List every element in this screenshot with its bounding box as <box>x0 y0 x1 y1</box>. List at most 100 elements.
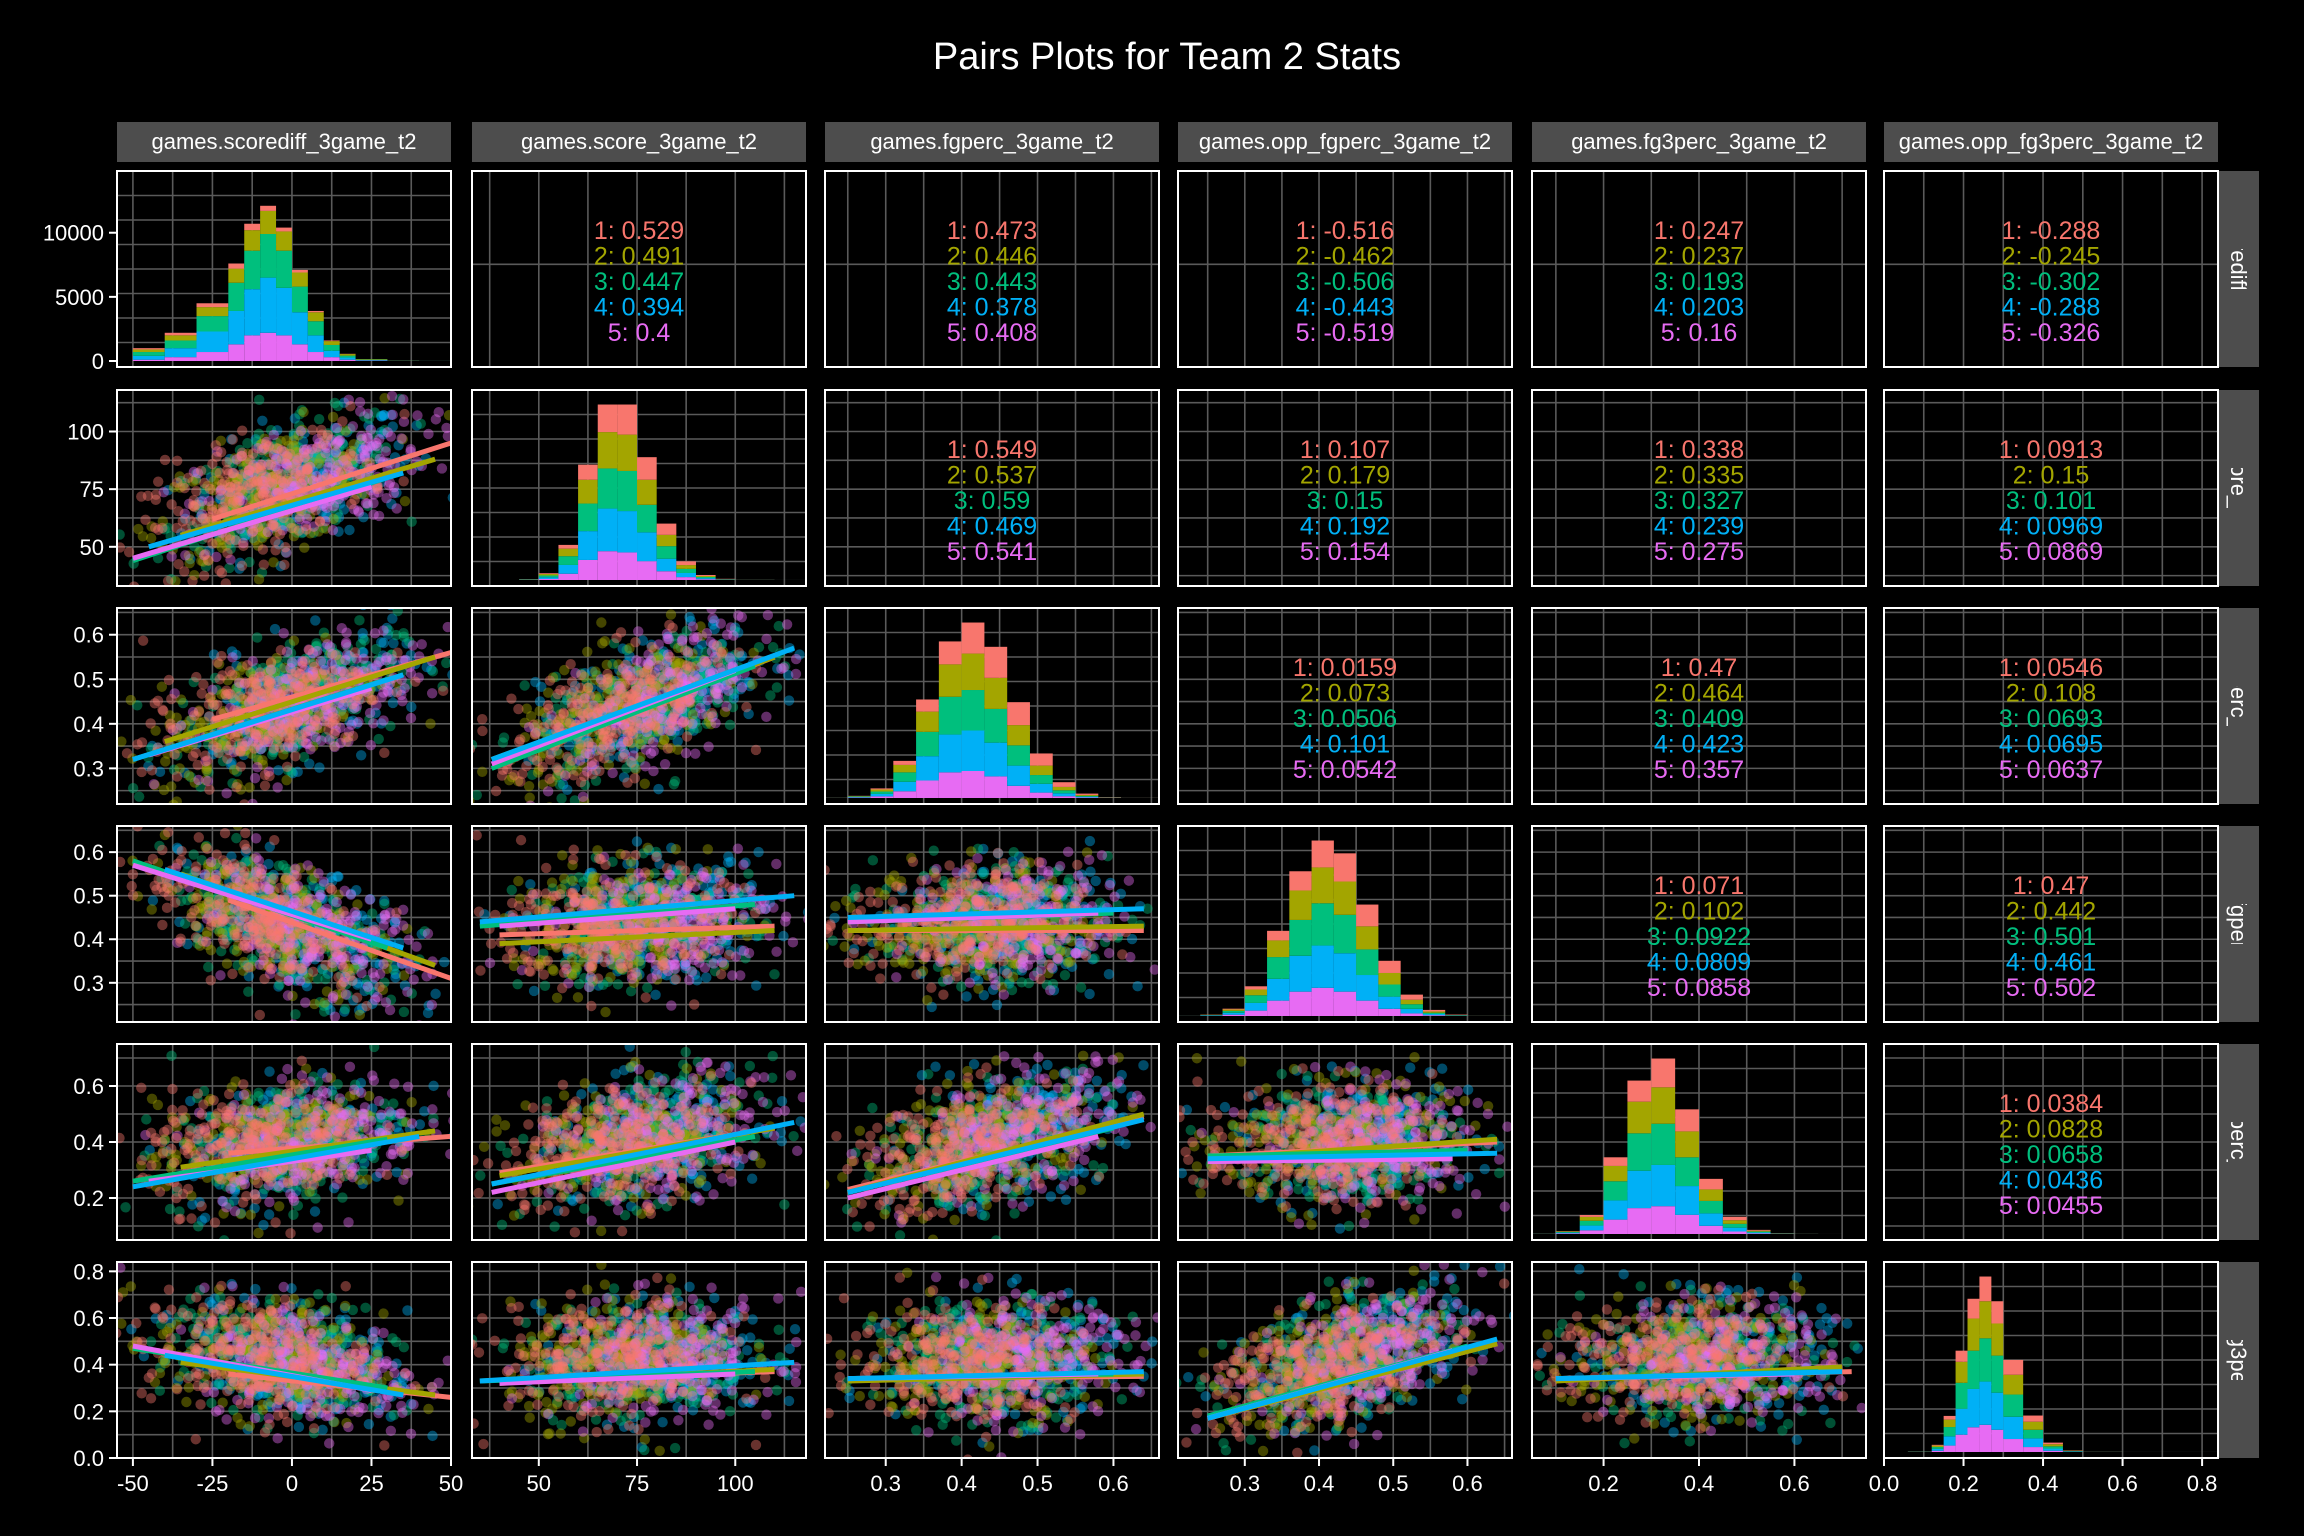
scatter-point-group-4 <box>359 985 370 997</box>
scatter-point-group-3 <box>320 450 331 462</box>
scatter-point-group-2 <box>201 765 212 776</box>
scatter-point-group-3 <box>212 924 223 935</box>
scatter-point-group-1 <box>258 490 269 502</box>
scatter-point-group-4 <box>258 682 270 693</box>
scatter-point-group-3 <box>188 849 199 860</box>
scatter-point-group-4 <box>356 910 368 921</box>
scatter-point-group-1 <box>295 669 306 680</box>
scatter-point-group-5 <box>396 689 407 701</box>
histogram-bar-group-2 <box>870 789 894 792</box>
scatter-point-group-2 <box>477 766 488 778</box>
scatter-point-group-4 <box>301 456 313 468</box>
scatter-point-group-5 <box>335 722 346 733</box>
histogram-bar-group-4 <box>291 312 308 345</box>
scatter-point-group-4 <box>231 660 242 672</box>
scatter-point-group-3 <box>224 922 235 933</box>
scatter-point-group-2 <box>634 680 645 691</box>
scatter-point-group-3 <box>208 901 219 912</box>
scatter-point-group-2 <box>255 487 266 499</box>
scatter-point-group-5 <box>707 613 718 624</box>
histogram-bar-group-5 <box>578 559 598 580</box>
scatter-point-group-2 <box>379 393 390 404</box>
scatter-point-group-5 <box>436 463 448 474</box>
scatter-point-group-5 <box>188 466 200 478</box>
scatter-point-group-3 <box>179 918 191 929</box>
scatter-point-group-4 <box>214 917 225 929</box>
scatter-point-group-5 <box>396 433 407 444</box>
scatter-point-group-2 <box>237 693 248 705</box>
scatter-point-group-3 <box>348 964 360 975</box>
scatter-point-group-5 <box>224 702 236 714</box>
scatter-point-group-1 <box>302 464 313 475</box>
scatter-point-group-4 <box>216 913 227 925</box>
scatter-point-group-2 <box>649 708 661 720</box>
scatter-point-group-4 <box>289 454 300 465</box>
scatter-point-group-3 <box>641 712 652 723</box>
scatter-point-group-2 <box>309 998 320 1010</box>
row-strip-bg <box>2219 390 2259 586</box>
scatter-point-group-4 <box>572 690 583 701</box>
scatter-point-group-2 <box>133 523 144 535</box>
scatter-point-group-1 <box>183 472 194 484</box>
scatter-point-group-2 <box>170 576 181 586</box>
scatter-point-group-4 <box>736 650 748 661</box>
scatter-point-group-3 <box>175 895 187 907</box>
scatter-point-group-4 <box>231 488 243 499</box>
scatter-point-group-4 <box>684 665 696 677</box>
scatter-point-group-3 <box>203 961 214 973</box>
scatter-point-group-5 <box>613 680 625 691</box>
scatter-point-group-2 <box>317 671 328 682</box>
scatter-point-group-4 <box>270 953 282 964</box>
scatter-point-group-4 <box>294 927 305 938</box>
histogram-bar-group-5 <box>164 357 197 361</box>
scatter-point-group-1 <box>602 734 613 746</box>
scatter-point-group-5 <box>287 742 299 753</box>
scatter-point-group-4 <box>258 921 270 932</box>
panel-content <box>117 390 451 586</box>
scatter-point-group-4 <box>677 671 688 682</box>
scatter-point-group-3 <box>271 437 283 449</box>
scatter-point-group-5 <box>628 750 639 761</box>
scatter-point-group-1 <box>513 703 524 715</box>
scatter-point-group-3 <box>607 679 618 690</box>
scatter-point-group-5 <box>247 526 259 537</box>
histogram-bar-group-1 <box>656 523 677 535</box>
scatter-point-group-2 <box>553 717 564 728</box>
scatter-point-group-1 <box>675 696 686 708</box>
scatter-point-group-1 <box>203 699 215 710</box>
scatter-point-group-3 <box>669 638 680 649</box>
scatter-point-group-5 <box>247 467 258 478</box>
scatter-point-group-4 <box>251 689 262 700</box>
scatter-point-group-5 <box>710 688 722 699</box>
histogram-bar-group-3 <box>656 546 677 559</box>
scatter-point-group-2 <box>177 480 189 492</box>
scatter-point-group-5 <box>644 720 656 731</box>
histogram-bar-group-1 <box>538 573 559 574</box>
scatter-point-group-2 <box>288 435 300 446</box>
histogram-bar-group-4 <box>617 511 638 553</box>
scatter-point-group-4 <box>590 764 601 776</box>
scatter-point-group-3 <box>285 647 297 659</box>
scatter-point-group-1 <box>575 682 586 694</box>
scatter-point-group-2 <box>234 451 246 463</box>
scatter-point-group-3 <box>290 470 301 482</box>
scatter-point-group-3 <box>224 562 235 574</box>
scatter-point-group-2 <box>648 710 660 721</box>
scatter-point-group-2 <box>215 739 227 750</box>
scatter-point-group-4 <box>546 747 557 759</box>
scatter-point-group-3 <box>711 643 722 654</box>
scatter-point-group-5 <box>610 695 621 707</box>
scatter-point-group-2 <box>603 673 614 684</box>
scatter-point-group-5 <box>359 450 370 461</box>
scatter-point-group-1 <box>609 689 620 701</box>
scatter-point-group-2 <box>583 682 594 693</box>
scatter-point-group-4 <box>541 727 552 738</box>
column-strip-bg <box>1884 122 2218 162</box>
scatter-point-group-3 <box>624 755 635 767</box>
scatter-point-group-3 <box>329 397 341 409</box>
scatter-point-group-3 <box>284 639 296 650</box>
scatter-point-group-1 <box>626 757 637 768</box>
scatter-point-group-4 <box>696 694 708 705</box>
scatter-point-group-5 <box>666 713 678 724</box>
scatter-point-group-1 <box>253 492 265 503</box>
